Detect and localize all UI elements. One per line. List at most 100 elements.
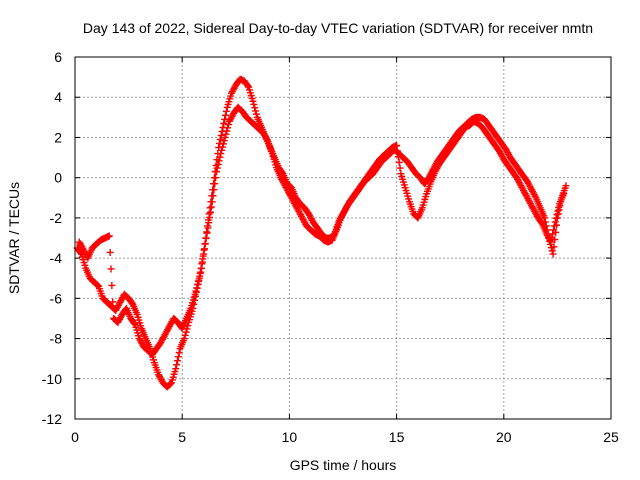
y-tick-label: 6 [54, 49, 62, 65]
data-point [352, 188, 360, 196]
data-point [207, 208, 215, 216]
data-point [248, 94, 256, 102]
data-point [535, 202, 543, 210]
x-tick-label: 15 [389, 429, 405, 445]
data-point [442, 150, 450, 158]
data-point [530, 191, 538, 199]
axis-ticks [74, 56, 612, 420]
data-point [505, 150, 513, 158]
data-point [157, 376, 165, 384]
data-point [195, 274, 203, 282]
data-point [513, 163, 521, 171]
data-point [138, 339, 146, 347]
data-point [219, 143, 227, 151]
data-point [217, 131, 225, 139]
data-point [130, 319, 138, 327]
data-point [218, 146, 226, 154]
data-point [417, 206, 425, 214]
data-point [216, 153, 224, 161]
y-axis-label: SDTVAR / TECUs [6, 182, 22, 294]
data-point [496, 137, 504, 145]
y-tick-label: -8 [50, 331, 63, 347]
data-point [220, 119, 228, 127]
data-point [494, 145, 502, 153]
data-point [175, 349, 183, 357]
data-point [406, 161, 414, 169]
data-point [203, 229, 211, 237]
data-point [267, 147, 275, 155]
data-point [365, 170, 373, 178]
data-point [252, 110, 260, 118]
data-point [528, 203, 536, 211]
data-point [509, 157, 517, 165]
data-point [182, 316, 190, 324]
data-point [211, 180, 219, 188]
data-point [201, 240, 209, 248]
data-point [551, 218, 559, 226]
data-point [155, 341, 163, 349]
data-point [137, 322, 145, 330]
data-point [213, 164, 221, 172]
data-point [336, 216, 344, 224]
data-point [93, 281, 101, 289]
data-point [197, 265, 205, 273]
data-point [199, 255, 207, 263]
data-point [181, 331, 189, 339]
chart-title: Day 143 of 2022, Sidereal Day-to-day VTE… [83, 20, 593, 36]
series-1 [75, 103, 568, 359]
data-point [550, 226, 558, 234]
x-tick-label: 20 [496, 429, 512, 445]
data-point [193, 284, 201, 292]
data-point [198, 260, 206, 268]
data-point [520, 187, 528, 195]
data-point [553, 211, 561, 219]
data-point [134, 332, 142, 340]
data-point [106, 248, 114, 256]
data-point [109, 298, 117, 306]
data-point [451, 138, 459, 146]
data-point [129, 318, 137, 326]
x-tick-label: 0 [71, 429, 79, 445]
data-point [559, 192, 567, 200]
data-point [250, 100, 258, 108]
data-point [292, 203, 300, 211]
data-point [532, 211, 540, 219]
data-point [208, 198, 216, 206]
data-point [222, 107, 230, 115]
data-point [554, 207, 562, 215]
data-point [225, 121, 233, 129]
data-point [540, 212, 548, 220]
data-point [400, 181, 408, 189]
plot-frame [74, 56, 612, 420]
data-point [339, 209, 347, 217]
data-point [215, 157, 223, 165]
data-point [303, 207, 311, 215]
data-point [279, 178, 287, 186]
data-point [222, 111, 230, 119]
data-point [542, 228, 550, 236]
data-point [202, 234, 210, 242]
data-point [173, 361, 181, 369]
data-point [192, 287, 200, 295]
axis-tick-labels: 0 5 10 15 20 25 -12 -10 -8 -6 -4 -2 0 2 4 6 [42, 49, 619, 445]
data-point [392, 142, 400, 150]
data-point [114, 302, 122, 310]
data-point [426, 180, 434, 188]
data-point [219, 140, 227, 148]
data-point [500, 143, 508, 151]
data-point [132, 308, 140, 316]
data-point [272, 161, 280, 169]
x-tick-label: 5 [178, 429, 186, 445]
data-point [481, 127, 489, 135]
data-point [502, 159, 510, 167]
data-point [498, 152, 506, 160]
x-tick-label: 25 [603, 429, 619, 445]
data-point [284, 187, 292, 195]
data-point [252, 107, 260, 115]
data-point [167, 380, 175, 388]
data-point [447, 144, 455, 152]
data-point [216, 135, 224, 143]
data-point [348, 194, 356, 202]
data-point [301, 219, 309, 227]
